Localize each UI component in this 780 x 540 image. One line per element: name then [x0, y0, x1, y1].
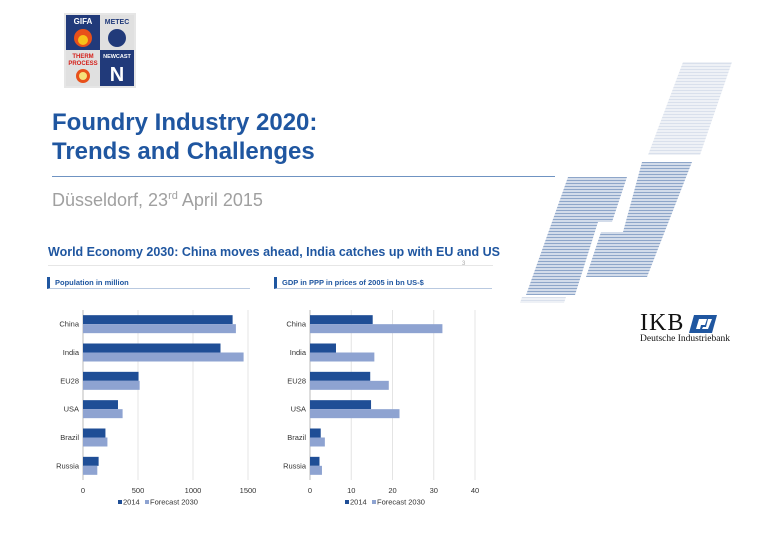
- legend-label: Forecast 2030: [150, 498, 198, 507]
- bar-forecast-2030: [83, 465, 98, 475]
- gdp-chart-title: GDP in PPP in prices of 2005 in bn US-$: [274, 277, 492, 289]
- bar-2014: [83, 400, 118, 410]
- bar-2014: [310, 315, 373, 325]
- bar-forecast-2030: [310, 437, 325, 447]
- legend-label: 2014: [123, 498, 140, 507]
- category-label: Russia: [283, 461, 307, 470]
- slide-title: Foundry Industry 2020: Trends and Challe…: [52, 108, 317, 166]
- svg-text:GIFA: GIFA: [74, 17, 93, 26]
- subtitle-suffix: April 2015: [177, 190, 263, 210]
- category-label: USA: [291, 405, 306, 414]
- title-line-1: Foundry Industry 2020:: [52, 109, 318, 136]
- svg-text:NEWCAST: NEWCAST: [103, 54, 131, 60]
- bar-forecast-2030: [310, 352, 375, 362]
- x-tick-label: 0: [308, 486, 312, 495]
- title-line-2: Trends and Challenges: [52, 138, 315, 165]
- decorative-stripes: [520, 62, 732, 303]
- svg-text:METEC: METEC: [105, 19, 130, 26]
- ikb-wordmark: IKB: [640, 310, 685, 336]
- bar-forecast-2030: [83, 409, 123, 419]
- gifa-metec-logo: GIFA METEC THERM PROCESS NEWCAST N: [64, 13, 136, 88]
- bar-forecast-2030: [310, 324, 443, 334]
- bar-forecast-2030: [83, 352, 244, 362]
- category-label: EU28: [287, 376, 306, 385]
- ikb-emblem-icon: [689, 314, 718, 333]
- title-divider: [52, 176, 555, 177]
- category-label: India: [290, 348, 307, 357]
- gdp-chart: 0 10 20 30 40 China India EU28 USA Brazil Russia 20…: [283, 310, 479, 507]
- svg-text:N: N: [110, 64, 124, 86]
- slide-headline: World Economy 2030: China moves ahead, I…: [48, 245, 500, 259]
- legend-label: 2014: [350, 498, 367, 507]
- bar-2014: [310, 371, 371, 381]
- category-label: Russia: [56, 461, 80, 470]
- legend-swatch: [118, 500, 122, 504]
- bar-2014: [83, 343, 221, 353]
- x-tick-label: 40: [471, 486, 479, 495]
- slide-subtitle: Düsseldorf, 23rd April 2015: [52, 190, 263, 211]
- x-tick-label: 1500: [240, 486, 257, 495]
- bar-forecast-2030: [310, 380, 389, 390]
- bar-2014: [310, 428, 321, 438]
- x-tick-label: 500: [132, 486, 145, 495]
- category-label: India: [63, 348, 80, 357]
- legend-label: Forecast 2030: [377, 498, 425, 507]
- bar-2014: [310, 343, 336, 353]
- legend-swatch: [145, 500, 149, 504]
- x-tick-label: 20: [388, 486, 396, 495]
- svg-text:THERM: THERM: [72, 54, 93, 60]
- headline-divider: [48, 265, 493, 266]
- bar-forecast-2030: [310, 409, 400, 419]
- subtitle-prefix: Düsseldorf, 23: [52, 190, 169, 210]
- ikb-subname: Deutsche Industriebank: [640, 334, 730, 344]
- bar-2014: [83, 315, 233, 325]
- legend-swatch: [372, 500, 376, 504]
- bar-forecast-2030: [83, 380, 140, 390]
- x-tick-label: 0: [81, 486, 85, 495]
- category-label: China: [286, 320, 306, 329]
- bar-2014: [310, 456, 320, 466]
- category-label: Brazil: [60, 433, 79, 442]
- population-chart-title: Population in million: [47, 277, 250, 289]
- bar-2014: [310, 400, 372, 410]
- category-label: Brazil: [287, 433, 306, 442]
- population-chart: 0 500 1000 1500 China India EU28 USA Brazil Russi…: [56, 310, 257, 507]
- category-label: USA: [64, 405, 79, 414]
- legend-swatch: [345, 500, 349, 504]
- subtitle-sup: rd: [168, 190, 178, 202]
- page-number: 3: [462, 261, 466, 267]
- bar-2014: [83, 371, 139, 381]
- svg-text:PROCESS: PROCESS: [68, 61, 97, 67]
- category-label: China: [59, 320, 79, 329]
- bar-2014: [83, 428, 106, 438]
- bar-forecast-2030: [83, 324, 236, 334]
- ikb-logo: IKB Deutsche Industriebank: [640, 310, 730, 344]
- x-tick-label: 10: [347, 486, 355, 495]
- bar-2014: [83, 456, 99, 466]
- x-tick-label: 1000: [185, 486, 202, 495]
- category-label: EU28: [60, 376, 79, 385]
- bar-forecast-2030: [310, 465, 322, 475]
- x-tick-label: 30: [430, 486, 438, 495]
- bar-forecast-2030: [83, 437, 108, 447]
